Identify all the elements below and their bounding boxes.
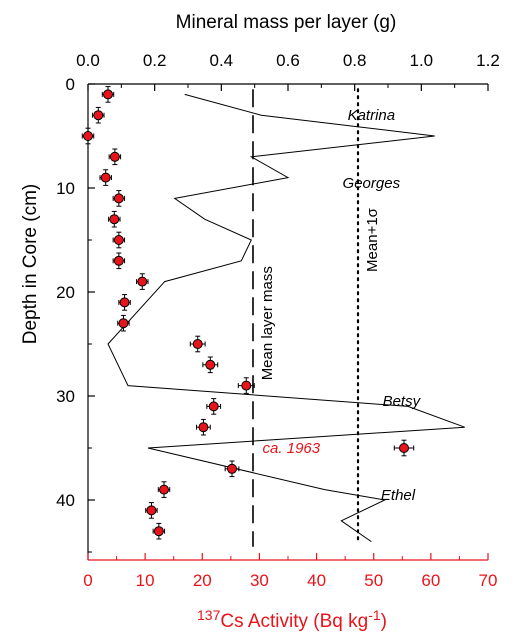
cesium-point [152, 522, 166, 540]
cesium-marker [159, 484, 169, 495]
cesium-marker [399, 443, 409, 453]
y-axis-title: Depth in Core (cm) [20, 184, 41, 345]
bottom-tick-label: 30 [250, 571, 269, 590]
cesium-point [108, 210, 121, 228]
top-tick-label: 0.4 [210, 51, 234, 70]
mass-series [107, 93, 465, 543]
cesium-marker [113, 193, 124, 204]
y-tick-label: 30 [56, 387, 75, 406]
cesium-point [136, 273, 149, 290]
bottom-tick-label: 60 [421, 571, 440, 590]
annotation-betsy: Betsy [383, 393, 422, 410]
annotation-katrina: Katrina [348, 107, 396, 124]
bottom-tick-label: 0 [83, 571, 92, 590]
top-axis-title: Mineral mass per layer (g) [176, 12, 397, 33]
cesium-point [92, 106, 105, 124]
reference-lines: Mean layer mass Mean+1σ [252, 88, 381, 547]
y-tick-label: 40 [56, 491, 75, 510]
cesium-marker [208, 401, 219, 412]
cesium-point [118, 294, 131, 311]
cesium-marker [227, 463, 237, 474]
cesium-marker [100, 172, 111, 183]
cesium-point [202, 356, 219, 374]
mean-layer-mass-label: Mean layer mass [259, 266, 276, 380]
y-tick-label: 10 [56, 179, 75, 198]
cesium-point [108, 148, 122, 166]
cesium-point [237, 377, 255, 394]
cesium-point [99, 169, 112, 186]
cesium-series [81, 86, 415, 540]
cesium-marker [109, 151, 120, 162]
y-tick-label: 0 [66, 75, 75, 94]
cesium-marker [192, 339, 203, 349]
mass-series-line [107, 93, 465, 543]
cesium-marker [153, 526, 164, 537]
cesium-marker [137, 276, 148, 287]
annotation-ca-1963: ca. 1963 [263, 440, 321, 457]
cesium-point [145, 502, 158, 519]
annotation-georges: Georges [343, 175, 401, 192]
annotations: Katrina Georges Betsy ca. 1963 Ethel [263, 107, 422, 504]
bottom-tick-label: 40 [307, 571, 326, 590]
cesium-point [393, 439, 415, 457]
annotation-ethel: Ethel [381, 487, 416, 504]
bottom-tick-label: 10 [136, 571, 155, 590]
bottom-axis-title-main: Cs Activity (Bq kg [220, 611, 368, 632]
top-tick-label: 0.0 [76, 51, 100, 70]
cesium-point [112, 252, 126, 270]
cesium-marker [113, 255, 124, 266]
top-tick-label: 0.6 [276, 51, 300, 70]
cesium-marker [109, 214, 120, 225]
cesium-point [117, 314, 130, 332]
cesium-point [112, 231, 126, 249]
cesium-marker [118, 318, 129, 329]
bottom-axis-title-exp: -1 [368, 607, 381, 623]
bottom-tick-label: 20 [193, 571, 212, 590]
cesium-marker [146, 505, 157, 516]
cesium-marker [93, 110, 104, 121]
cesium-marker [198, 422, 209, 433]
cesium-point [206, 398, 222, 415]
cesium-point [81, 127, 95, 145]
top-tick-label: 1.2 [476, 51, 500, 70]
cesium-marker [113, 235, 124, 245]
top-tick-label: 1.0 [410, 51, 434, 70]
cesium-marker [119, 297, 130, 308]
cesium-point [101, 86, 115, 103]
cesium-marker [241, 380, 252, 391]
bottom-axis-title: 137Cs Activity (Bq kg-1) [197, 607, 387, 632]
mean-plus-sigma-label: Mean+1σ [364, 207, 381, 272]
axes: 0 10 20 30 40 0.0 0.2 0.4 0.6 0.8 1.0 1.2 0 10 20 30 40 5… [56, 51, 500, 590]
y-tick-label: 20 [56, 283, 75, 302]
bottom-tick-label: 50 [364, 571, 383, 590]
cesium-marker [205, 359, 216, 370]
bottom-axis-title-close: ) [381, 611, 387, 632]
cesium-marker [103, 89, 113, 100]
cesium-point [157, 481, 171, 498]
bottom-axis-title-sup: 137 [197, 607, 221, 623]
cesium-point [196, 418, 211, 436]
top-tick-label: 0.8 [343, 51, 367, 70]
cesium-marker [83, 131, 93, 141]
cesium-point [189, 335, 206, 353]
cesium-point [224, 460, 240, 478]
cesium-point [112, 190, 126, 207]
bottom-tick-label: 70 [479, 571, 498, 590]
top-tick-label: 0.2 [143, 51, 167, 70]
